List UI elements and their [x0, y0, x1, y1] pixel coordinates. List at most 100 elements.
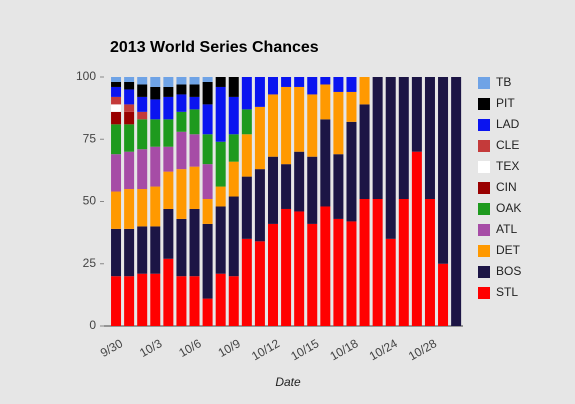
bar-segment — [137, 189, 148, 227]
legend-swatch — [478, 119, 490, 131]
bar-segment — [150, 186, 161, 227]
legend-swatch — [478, 161, 490, 173]
bar-segment — [294, 86, 305, 152]
bar-segment — [451, 77, 462, 326]
legend-label: TB — [496, 75, 511, 89]
bar-segment — [111, 86, 122, 97]
bar-segment — [254, 77, 265, 107]
bar-segment — [333, 91, 344, 155]
bar-segment — [228, 276, 239, 326]
bar-segment — [111, 111, 122, 125]
bar-segment — [346, 121, 357, 222]
bar-segment — [163, 86, 174, 97]
bar-segment — [320, 84, 331, 120]
bar-segment — [124, 124, 135, 152]
bar-segment — [294, 77, 305, 87]
bar-segment — [111, 77, 122, 82]
bar-segment — [254, 169, 265, 242]
bar-segment — [333, 77, 344, 92]
bar-segment — [411, 77, 422, 152]
bar-segment — [189, 166, 200, 209]
bar-segment — [254, 106, 265, 170]
legend-swatch — [478, 140, 490, 152]
bar-segment — [124, 276, 135, 326]
bar-segment — [150, 273, 161, 326]
bar-segment — [163, 96, 174, 120]
bar-segment — [307, 156, 318, 224]
legend-label: DET — [496, 243, 521, 257]
bar-segment — [111, 276, 122, 326]
bar-segment — [150, 146, 161, 187]
bar-segment — [215, 273, 226, 326]
bar-segment — [215, 141, 226, 187]
bar-segment — [163, 208, 174, 259]
legend-label: PIT — [496, 96, 515, 110]
bar-segment — [189, 96, 200, 110]
bar-segment — [241, 109, 252, 135]
legend-swatch — [478, 287, 490, 299]
bar-segment — [163, 119, 174, 147]
bar-segment — [215, 77, 226, 87]
legend-swatch — [478, 245, 490, 257]
bar-segment — [398, 199, 409, 326]
bar-segment — [176, 218, 187, 277]
bar-segment — [150, 99, 161, 120]
legend-swatch — [478, 182, 490, 194]
bar-segment — [228, 196, 239, 277]
bar-segment — [137, 149, 148, 190]
bar-segment — [202, 104, 213, 135]
bar-segment — [254, 241, 265, 326]
bar-segment — [281, 208, 292, 326]
bar-segment — [241, 77, 252, 110]
legend-swatch — [478, 224, 490, 236]
bar-segment — [163, 146, 174, 172]
bar-segment — [124, 77, 135, 82]
bar-segment — [137, 111, 148, 120]
bar-segment — [137, 119, 148, 150]
bar-segment — [124, 111, 135, 125]
bar-segment — [111, 191, 122, 229]
bar-segment — [320, 206, 331, 326]
bar-segment — [228, 134, 239, 162]
bar-segment — [176, 84, 187, 95]
bar-segment — [346, 77, 357, 92]
bar-segment — [163, 171, 174, 209]
legend-label: ATL — [496, 222, 517, 236]
bar-segment — [111, 81, 122, 87]
bar-segment — [176, 94, 187, 112]
bar-segment — [189, 276, 200, 326]
bar-segment — [176, 276, 187, 326]
bar-segment — [281, 164, 292, 209]
bar-segment — [137, 273, 148, 326]
bar-segment — [150, 86, 161, 100]
y-tick-label: 50 — [83, 194, 97, 208]
bar-segment — [202, 81, 213, 105]
bar-segment — [111, 104, 122, 112]
bar-segment — [385, 77, 396, 239]
legend-swatch — [478, 203, 490, 215]
bar-segment — [241, 134, 252, 177]
bar-segment — [163, 77, 174, 87]
bar-segment — [202, 298, 213, 326]
legend-swatch — [478, 98, 490, 110]
bar-segment — [424, 199, 435, 326]
bar-segment — [268, 94, 278, 157]
bar-segment — [202, 134, 213, 165]
legend-label: TEX — [496, 159, 519, 173]
bar-segment — [163, 258, 174, 326]
bar-segment — [111, 228, 122, 277]
legend-label: CIN — [496, 180, 517, 194]
bar-segment — [438, 77, 449, 264]
x-axis-label: Date — [275, 375, 301, 389]
bar-segment — [176, 131, 187, 170]
bar-segment — [294, 211, 305, 326]
legend-label: OAK — [496, 201, 521, 215]
bar-segment — [189, 134, 200, 167]
bar-segment — [372, 199, 383, 326]
y-tick-label: 100 — [76, 69, 96, 83]
bar-segment — [189, 84, 200, 97]
bar-segment — [150, 119, 161, 147]
bar-segment — [124, 89, 135, 105]
bar-segment — [333, 154, 344, 219]
